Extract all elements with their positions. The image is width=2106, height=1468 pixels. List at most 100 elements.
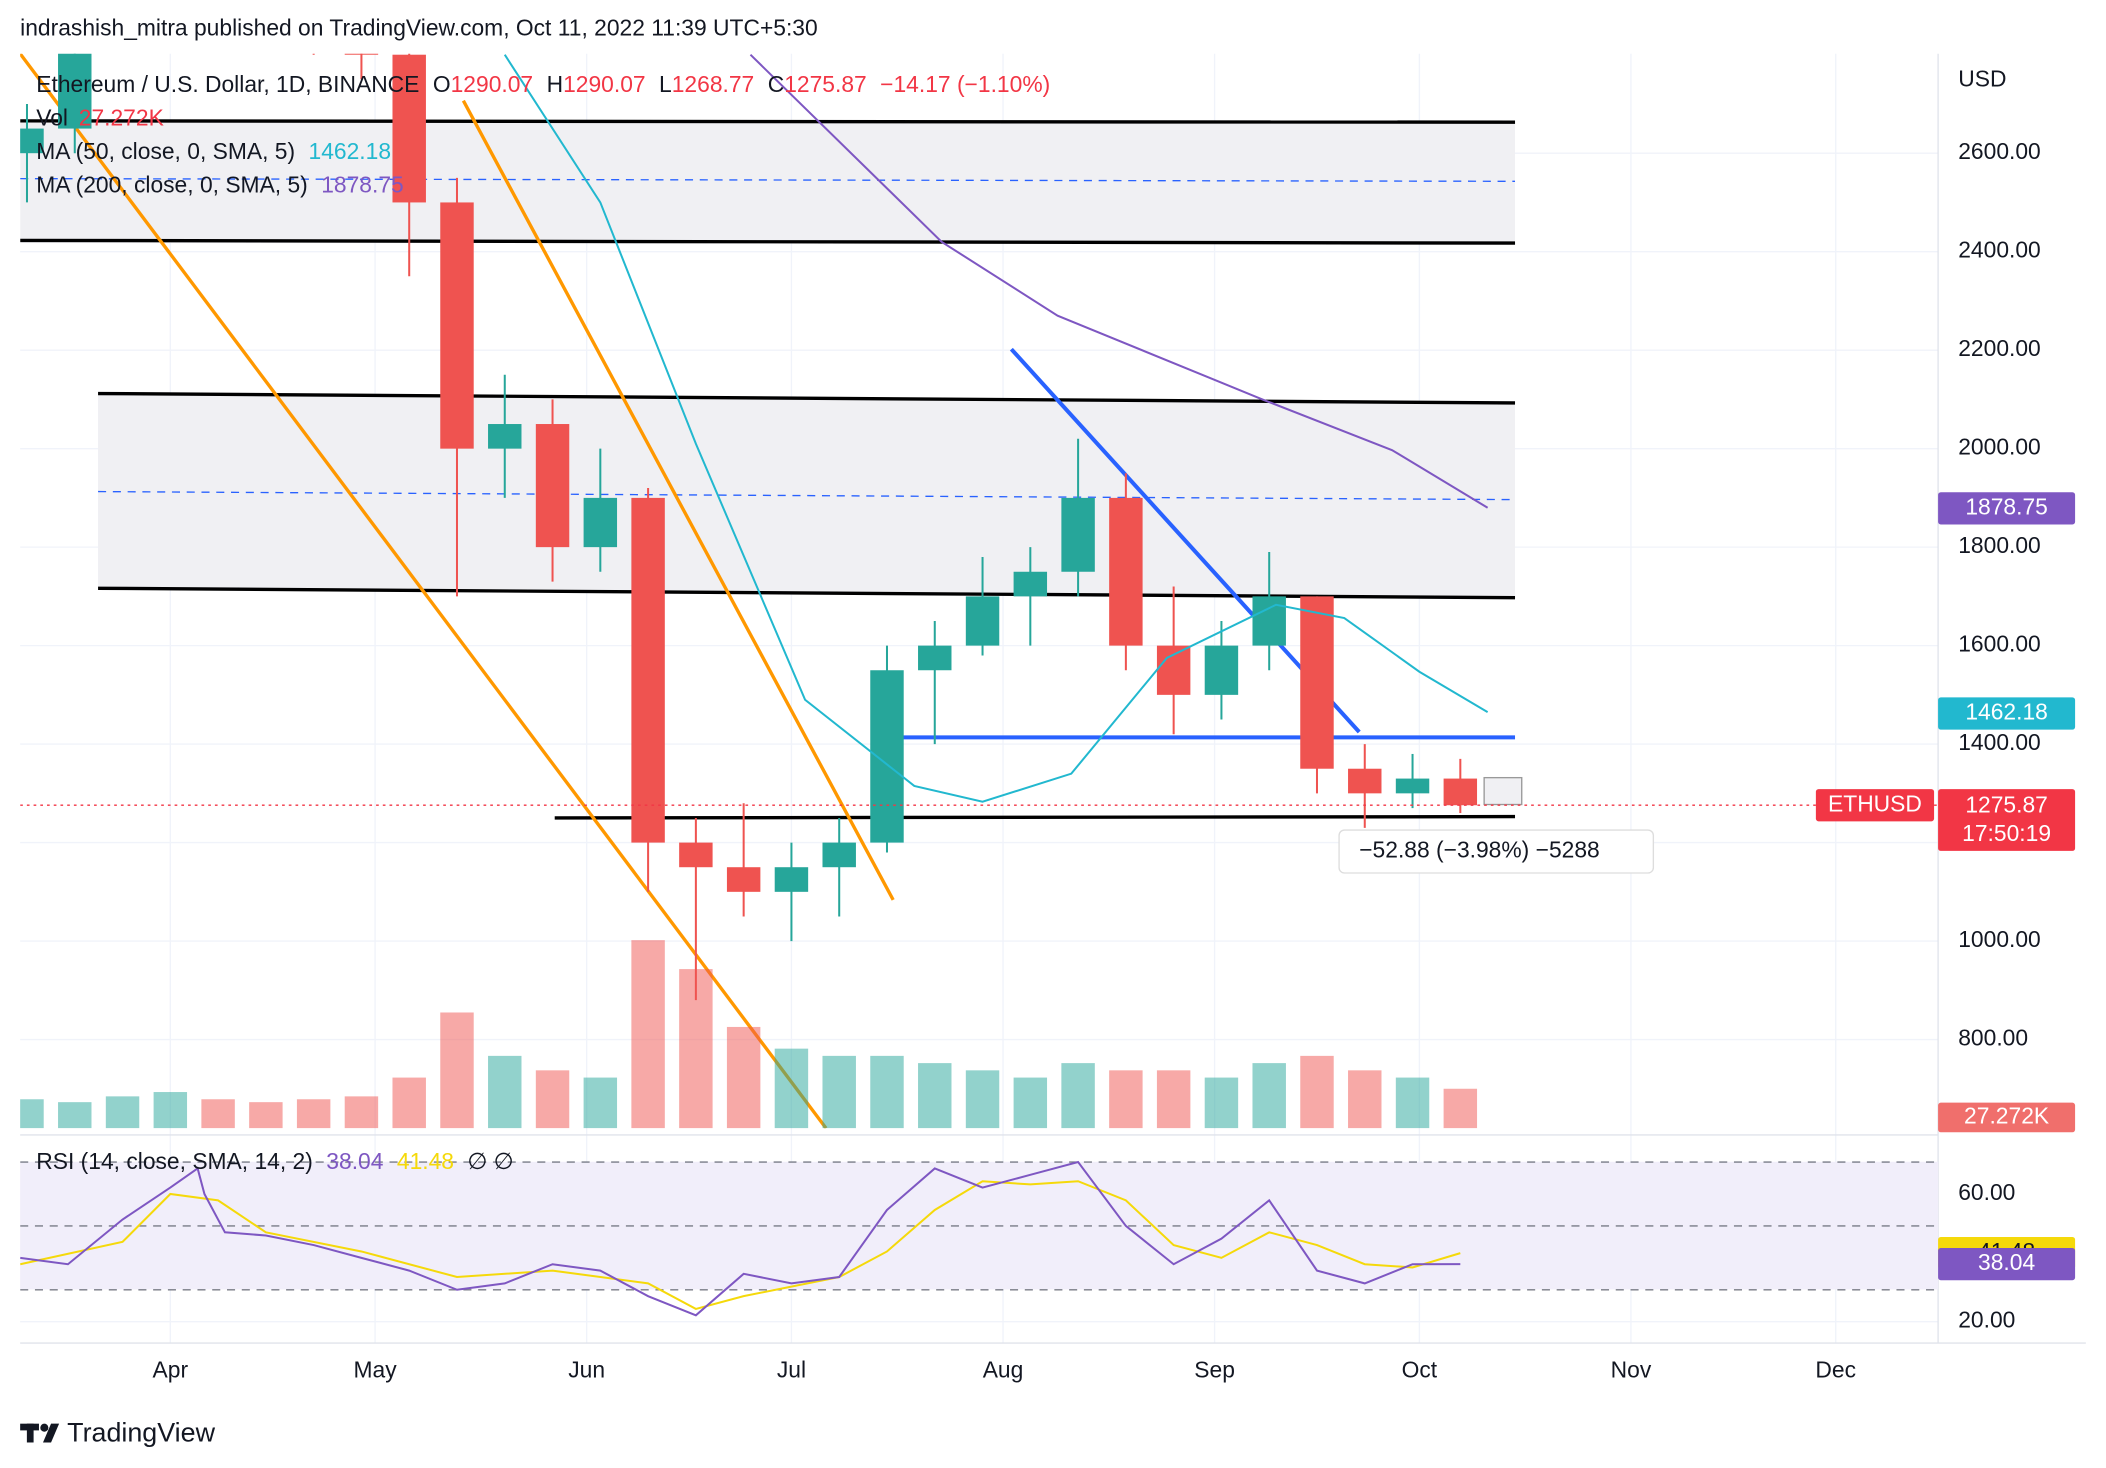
candle-body <box>20 128 44 154</box>
ma-name: MA (50, close, 0, SMA, 5) <box>36 138 295 164</box>
byline: indrashish_mitra published on TradingVie… <box>20 15 818 41</box>
measure-text: −52.88 (−3.98%) −5288 <box>1359 837 1600 863</box>
candle-body <box>106 0 139 5</box>
rsi-signal-line <box>20 1180 1461 1311</box>
y-tick-label: 1600.00 <box>1958 631 2041 657</box>
volume-bar <box>918 1063 952 1129</box>
candle-body <box>1013 571 1048 597</box>
logo <box>20 1423 60 1443</box>
vol-name: Vol <box>36 105 68 131</box>
volume-bar <box>535 1070 570 1129</box>
y-tick-label: 2000.00 <box>1958 434 2041 460</box>
h-value: 1290.07 <box>563 71 646 97</box>
volume-label: 27.272K <box>1964 1102 2049 1128</box>
trend-line <box>461 99 895 901</box>
volume-bar <box>965 1070 1000 1129</box>
volume-bar <box>1348 1070 1382 1129</box>
ma-price-label: 1878.75 <box>1965 493 2048 519</box>
candle-body <box>679 842 713 868</box>
measure-box <box>1338 829 1655 874</box>
volume-bar <box>1013 1077 1048 1129</box>
candle-body <box>1395 778 1430 794</box>
volume-bar <box>1443 1088 1478 1129</box>
ma-line <box>503 54 1489 803</box>
volume-bar <box>296 1099 331 1129</box>
candle-body <box>583 497 618 548</box>
volume-bar <box>392 1077 426 1129</box>
o-value: 1290.07 <box>451 71 534 97</box>
volume-label-box <box>1938 1102 2076 1133</box>
rsi-name: RSI (14, close, SMA, 14, 2) <box>36 1148 313 1174</box>
candle-body <box>297 0 330 5</box>
volume-bar <box>201 1099 235 1129</box>
measure-range <box>1483 776 1523 806</box>
zone <box>20 120 1516 244</box>
candle-body <box>822 842 856 868</box>
level-line <box>98 391 1516 405</box>
rsi-line <box>20 1160 1461 1317</box>
volume-bar <box>1252 1063 1286 1129</box>
volume-bar <box>774 1048 809 1129</box>
volume-bar <box>488 1055 522 1129</box>
last-price-label: 1275.87 <box>1965 792 2048 818</box>
volume-bar <box>249 1102 283 1129</box>
symbol-box <box>1815 789 1935 822</box>
candle-body <box>1204 645 1239 695</box>
symbol-title: Ethereum / U.S. Dollar, 1D, BINANCE <box>36 71 419 97</box>
volume-bar <box>58 1102 92 1129</box>
candle-body <box>1252 596 1286 646</box>
x-tick-label: Jul <box>777 1356 806 1382</box>
ma-value: 1462.18 <box>309 138 392 164</box>
volume-bar <box>1300 1055 1334 1129</box>
drawings <box>20 53 1523 1129</box>
ma-legend: MA (200, close, 0, SMA, 5) 1878.75 <box>36 172 403 198</box>
mid-line <box>20 177 1516 182</box>
candle-body <box>535 424 570 548</box>
candle-body <box>1156 645 1191 695</box>
y-tick-label: 1400.00 <box>1958 729 2041 755</box>
last-price-label-box <box>1938 789 2076 851</box>
support-line <box>554 814 1516 820</box>
volume-bar <box>153 1092 188 1129</box>
ma-line <box>749 53 1489 509</box>
candle-body <box>440 202 474 449</box>
vol-legend: Vol 27.272K <box>36 105 164 131</box>
level-line <box>98 586 1516 600</box>
x-tick-label: Sep <box>1194 1356 1235 1382</box>
candle-body <box>1061 497 1095 572</box>
level-line <box>20 238 1516 245</box>
axis-unit: USD <box>1958 66 2006 92</box>
candle-body <box>726 867 761 892</box>
x-tick-label: Jun <box>568 1356 605 1382</box>
rsi-legend: RSI (14, close, SMA, 14, 2) 38.04 41.48 ∅ ∅ <box>36 1148 513 1174</box>
rsi-extra: ∅ ∅ <box>467 1148 513 1174</box>
volume-bar <box>631 940 665 1129</box>
ma-price-label-box <box>1938 697 2076 730</box>
x-tick-label: May <box>354 1356 398 1382</box>
brand: TradingView <box>67 1418 215 1448</box>
x-tick-label: Nov <box>1611 1356 1652 1382</box>
volume-bar <box>1395 1077 1430 1129</box>
trend-line <box>20 53 828 1129</box>
c-value: 1275.87 <box>784 71 867 97</box>
y-tick-label: 800.00 <box>1958 1025 2028 1051</box>
candle-body <box>1109 497 1143 646</box>
volume-bar <box>105 1096 140 1129</box>
ma-value: 1878.75 <box>321 172 404 198</box>
volume-bar <box>822 1055 856 1129</box>
volume-bar <box>344 1096 379 1129</box>
l-value: 1268.77 <box>672 71 755 97</box>
candle-body <box>488 424 522 449</box>
candle-body <box>58 53 92 129</box>
volume-bar <box>870 1055 904 1129</box>
volume-bar <box>440 1012 474 1129</box>
o-key: O <box>433 71 451 97</box>
ma-name: MA (200, close, 0, SMA, 5) <box>36 172 308 198</box>
candle-body <box>965 596 1000 646</box>
volume-bar <box>1204 1077 1239 1129</box>
volume-bar <box>1156 1070 1191 1129</box>
y-tick-label: 2200.00 <box>1958 335 2041 361</box>
x-tick-label: Dec <box>1815 1356 1856 1382</box>
c-key: C <box>768 71 785 97</box>
